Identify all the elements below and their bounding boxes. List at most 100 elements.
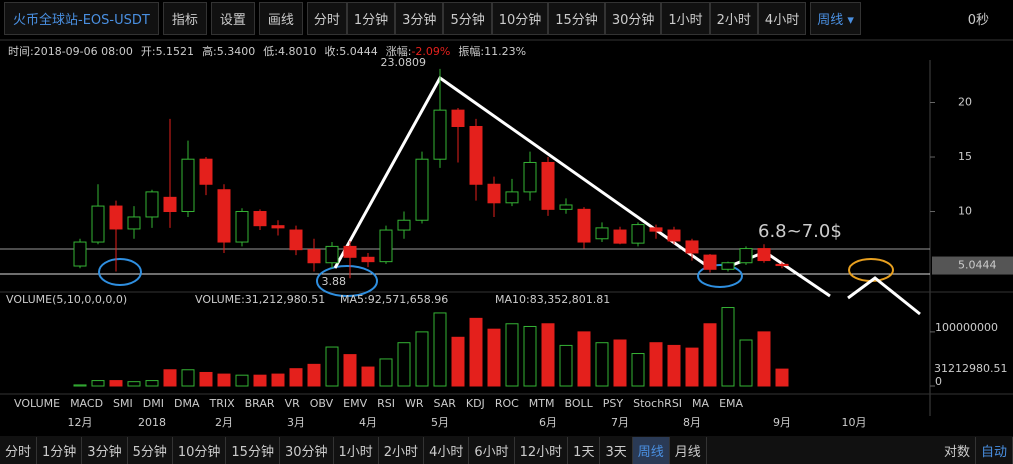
candle-body (361, 256, 375, 263)
volume-tick-label: 0 (935, 375, 942, 388)
candle-body (325, 245, 339, 264)
x-tick-label: 7月 (611, 416, 629, 429)
timeframe[interactable]: 15分钟 (226, 436, 280, 464)
timeframe[interactable]: 分时 (0, 436, 38, 464)
y-tick-label: 20 (958, 96, 972, 109)
info-value: 5.3400 (217, 45, 256, 58)
volume-bar (343, 354, 357, 387)
candle-body (307, 249, 321, 264)
indicator-tab[interactable]: KDJ (466, 397, 485, 410)
candle-body (433, 109, 447, 160)
volume-current: 31212980.51 (934, 362, 1007, 375)
candle-body (145, 191, 159, 218)
candle-body (199, 158, 213, 185)
indicator-tab[interactable]: StochRSI (633, 397, 682, 410)
timeframe[interactable]: 5分钟 (443, 1, 492, 35)
indicator-tab[interactable]: MTM (529, 397, 555, 410)
timeframe[interactable]: 2小时 (709, 1, 758, 35)
bottom-bar: 分时 1分钟 3分钟 5分钟 10分钟 15分钟 30分钟 1小时 2小时 4小时 6小时 12小时 1… (0, 436, 1013, 464)
option[interactable]: 自动 (976, 436, 1013, 464)
volume-bar (631, 353, 645, 387)
candle-body (163, 196, 177, 213)
tool-button[interactable]: 设置 (210, 1, 255, 35)
indicator-tab[interactable]: VR (285, 397, 301, 410)
volume-bar (505, 323, 519, 387)
timeframe[interactable]: 分时 (306, 1, 347, 35)
indicator-tab[interactable]: VOLUME (14, 397, 60, 410)
indicator-tab[interactable]: RSI (377, 397, 395, 410)
price-label: 5.0444 (958, 259, 997, 272)
candle-body (73, 241, 87, 267)
info-label: 低: (263, 45, 278, 58)
timeframe[interactable]: 3天 (600, 436, 633, 464)
indicator-tab[interactable]: SAR (434, 397, 457, 410)
indicator-tab[interactable]: WR (405, 397, 424, 410)
symbol[interactable]: 火币全球站-EOS-USDT (4, 1, 159, 35)
volume-bar (109, 380, 123, 387)
x-tick-label: 9月 (773, 416, 791, 429)
indicator-tab[interactable]: MACD (70, 397, 103, 410)
toolbar: 火币全球站-EOS-USDT 指标 设置 画线 分时 1分钟 3分钟 5分钟 10分钟 15分… (0, 0, 1013, 36)
timeframe[interactable]: 10分钟 (173, 436, 227, 464)
timeframe[interactable]: 10分钟 (491, 1, 549, 35)
timeframe[interactable]: 1分钟 (346, 1, 396, 35)
indicator-tab[interactable]: EMA (719, 397, 743, 410)
indicator-tab[interactable]: SMI (113, 397, 133, 410)
volume-bar (577, 331, 591, 387)
timeframe[interactable]: 3分钟 (82, 436, 128, 464)
candle-body (181, 158, 195, 213)
timeframe[interactable]: 1天 (568, 436, 601, 464)
timeframe[interactable]: 周线 (632, 436, 670, 464)
volume-bar (721, 307, 735, 387)
timeframe[interactable]: 2小时 (379, 436, 425, 464)
x-tick-label: 4月 (359, 416, 377, 429)
active-label: 周线 (817, 12, 844, 28)
timeframe[interactable]: 15分钟 (548, 1, 605, 35)
timeframe[interactable]: 3分钟 (395, 1, 444, 35)
option[interactable]: 对数 (939, 436, 976, 464)
tool-button[interactable]: 画线 (258, 1, 303, 35)
indicator-tab[interactable]: MA (692, 397, 709, 410)
timeframe[interactable]: 5分钟 (128, 436, 173, 464)
tool-button[interactable]: 指标 (162, 1, 207, 35)
candle-body (595, 227, 609, 240)
volume-bar (307, 363, 321, 387)
timeframe[interactable]: 1小时 (661, 1, 710, 35)
x-tick-label: 5月 (431, 416, 449, 429)
volume-bar (685, 347, 699, 387)
indicator-tab[interactable]: PSY (603, 397, 624, 410)
circle (316, 265, 378, 297)
candle-body (541, 161, 555, 210)
timeframe[interactable]: 30分钟 (604, 1, 662, 35)
chart: 时间:2018-09-06 08:00 开:5.1521 高:5.3400 低:4.8… (0, 39, 1013, 429)
timeframe[interactable]: 12小时 (515, 436, 569, 464)
timeframe[interactable]: 4小时 (424, 436, 470, 464)
indicator-tab[interactable]: OBV (310, 397, 334, 410)
volume-bar (649, 342, 663, 387)
volume-bar (325, 346, 339, 387)
candle-body (289, 229, 303, 251)
timeframes: 分时 1分钟 3分钟 5分钟 10分钟 15分钟 30分钟 1小时 2小时 4小时 (306, 1, 807, 35)
candle-body (775, 263, 789, 267)
indicator-tab[interactable]: BRAR (245, 397, 275, 410)
indicator-tab[interactable]: DMI (143, 397, 164, 410)
timeframe[interactable]: 30分钟 (280, 436, 334, 464)
timeframe[interactable]: 1分钟 (37, 436, 83, 464)
indicator-tab[interactable]: EMV (343, 397, 367, 410)
active-timeframe[interactable]: 周线 ▾ (810, 1, 861, 35)
timeframe[interactable]: 4小时 (757, 1, 807, 35)
indicator-tab[interactable]: BOLL (565, 397, 594, 410)
indicator-tab[interactable]: ROC (495, 397, 519, 410)
indicator-tab[interactable]: DMA (174, 397, 200, 410)
timeframe[interactable]: 月线 (670, 436, 707, 464)
indicator-tab[interactable]: TRIX (208, 397, 235, 410)
candle-body (91, 205, 105, 243)
info-value: 11.23% (484, 45, 526, 58)
info-value: 2018-09-06 08:00 (34, 45, 133, 58)
timeframe[interactable]: 6小时 (469, 436, 515, 464)
info-value: 4.8010 (278, 45, 317, 58)
candle-body (667, 229, 681, 242)
x-tick-label: 3月 (287, 416, 305, 429)
timeframe[interactable]: 1小时 (334, 436, 379, 464)
